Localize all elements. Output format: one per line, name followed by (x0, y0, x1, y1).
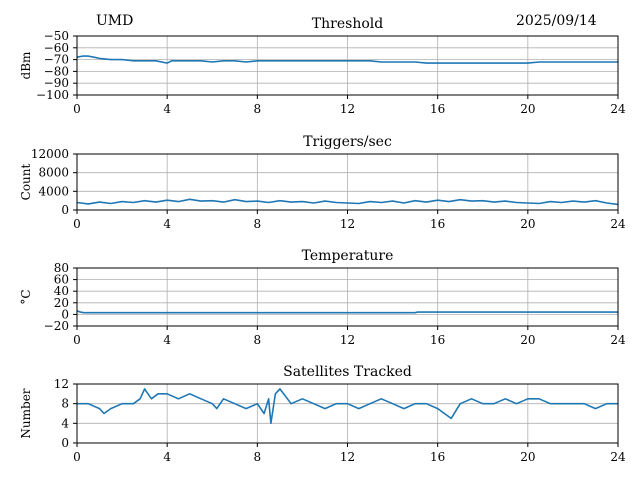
y-tick-label: −90 (44, 76, 69, 90)
y-tick-label: 12000 (31, 147, 69, 161)
x-tick-label: 4 (163, 102, 171, 116)
y-tick-label: 8 (61, 397, 69, 411)
series-line-1 (76, 310, 618, 314)
x-tick-label: 8 (254, 450, 262, 464)
x-tick-label: 24 (610, 102, 626, 116)
y-axis-label: Number (19, 388, 33, 438)
x-tick-label: 12 (340, 217, 355, 231)
chart-title: Triggers/sec (303, 134, 392, 150)
x-tick-label: 20 (520, 217, 535, 231)
chart-title: Temperature (302, 248, 394, 264)
x-tick-label: 16 (430, 450, 445, 464)
x-tick-label: 8 (254, 102, 262, 116)
x-tick-label: 12 (340, 333, 355, 347)
x-tick-label: 20 (520, 333, 535, 347)
x-tick-label: 16 (430, 217, 445, 231)
y-tick-label: −70 (44, 53, 69, 67)
series-line-1 (76, 55, 618, 64)
y-tick-label: −80 (44, 64, 69, 78)
y-tick-label: 80 (54, 261, 69, 275)
chart-panel-1: 0 4 8 12 16 20 24 −100−90−80−70−60−50 Threshold d… (19, 16, 626, 116)
y-tick-label: 12 (54, 377, 69, 391)
y-tick-label: 40 (54, 284, 69, 298)
y-tick-label: 60 (54, 273, 69, 287)
y-axis-label: dBm (19, 51, 33, 80)
chart-title: Threshold (312, 16, 383, 32)
series-line-1 (77, 388, 618, 425)
date-label: 2025/09/14 (516, 13, 597, 29)
x-tick-label: 24 (610, 450, 626, 464)
y-tick-label: −20 (44, 319, 69, 333)
x-tick-label: 8 (254, 217, 262, 231)
x-tick-label: 0 (73, 333, 81, 347)
x-tick-label: 20 (520, 450, 535, 464)
chart-panel-2: 0 4 8 12 16 20 24 0 4000 8000 12000 Triggers/sec Cou… (19, 134, 626, 231)
x-tick-label: 24 (610, 217, 626, 231)
y-axis-label: °C (19, 289, 33, 304)
y-tick-label: −60 (44, 41, 69, 55)
y-tick-label: 4000 (38, 184, 69, 198)
x-tick-label: 0 (73, 450, 81, 464)
station-label: UMD (96, 13, 134, 29)
y-tick-label: 0 (61, 307, 69, 321)
chart-panel-4: 0 4 8 12 16 20 24 0 4 8 12 Satellites Tracked Number (19, 364, 626, 464)
series-line-1 (76, 198, 619, 206)
y-tick-label: −100 (36, 88, 69, 102)
y-tick-label: 0 (61, 203, 69, 217)
chart-title: Satellites Tracked (283, 364, 412, 380)
y-tick-label: 4 (61, 416, 69, 430)
x-tick-label: 8 (254, 333, 262, 347)
x-tick-label: 16 (430, 333, 445, 347)
y-tick-label: 20 (54, 296, 69, 310)
x-tick-label: 12 (340, 450, 355, 464)
x-tick-label: 4 (163, 217, 171, 231)
x-tick-label: 24 (610, 333, 626, 347)
y-axis-label: Count (19, 163, 33, 200)
x-tick-label: 20 (520, 102, 535, 116)
x-tick-label: 4 (163, 333, 171, 347)
x-tick-label: 12 (340, 102, 355, 116)
y-tick-label: 8000 (38, 166, 69, 180)
y-tick-label: −50 (44, 29, 69, 43)
x-tick-label: 0 (73, 217, 81, 231)
x-tick-label: 16 (430, 102, 445, 116)
x-tick-label: 4 (163, 450, 171, 464)
x-tick-label: 0 (73, 102, 81, 116)
y-tick-label: 0 (61, 436, 69, 450)
